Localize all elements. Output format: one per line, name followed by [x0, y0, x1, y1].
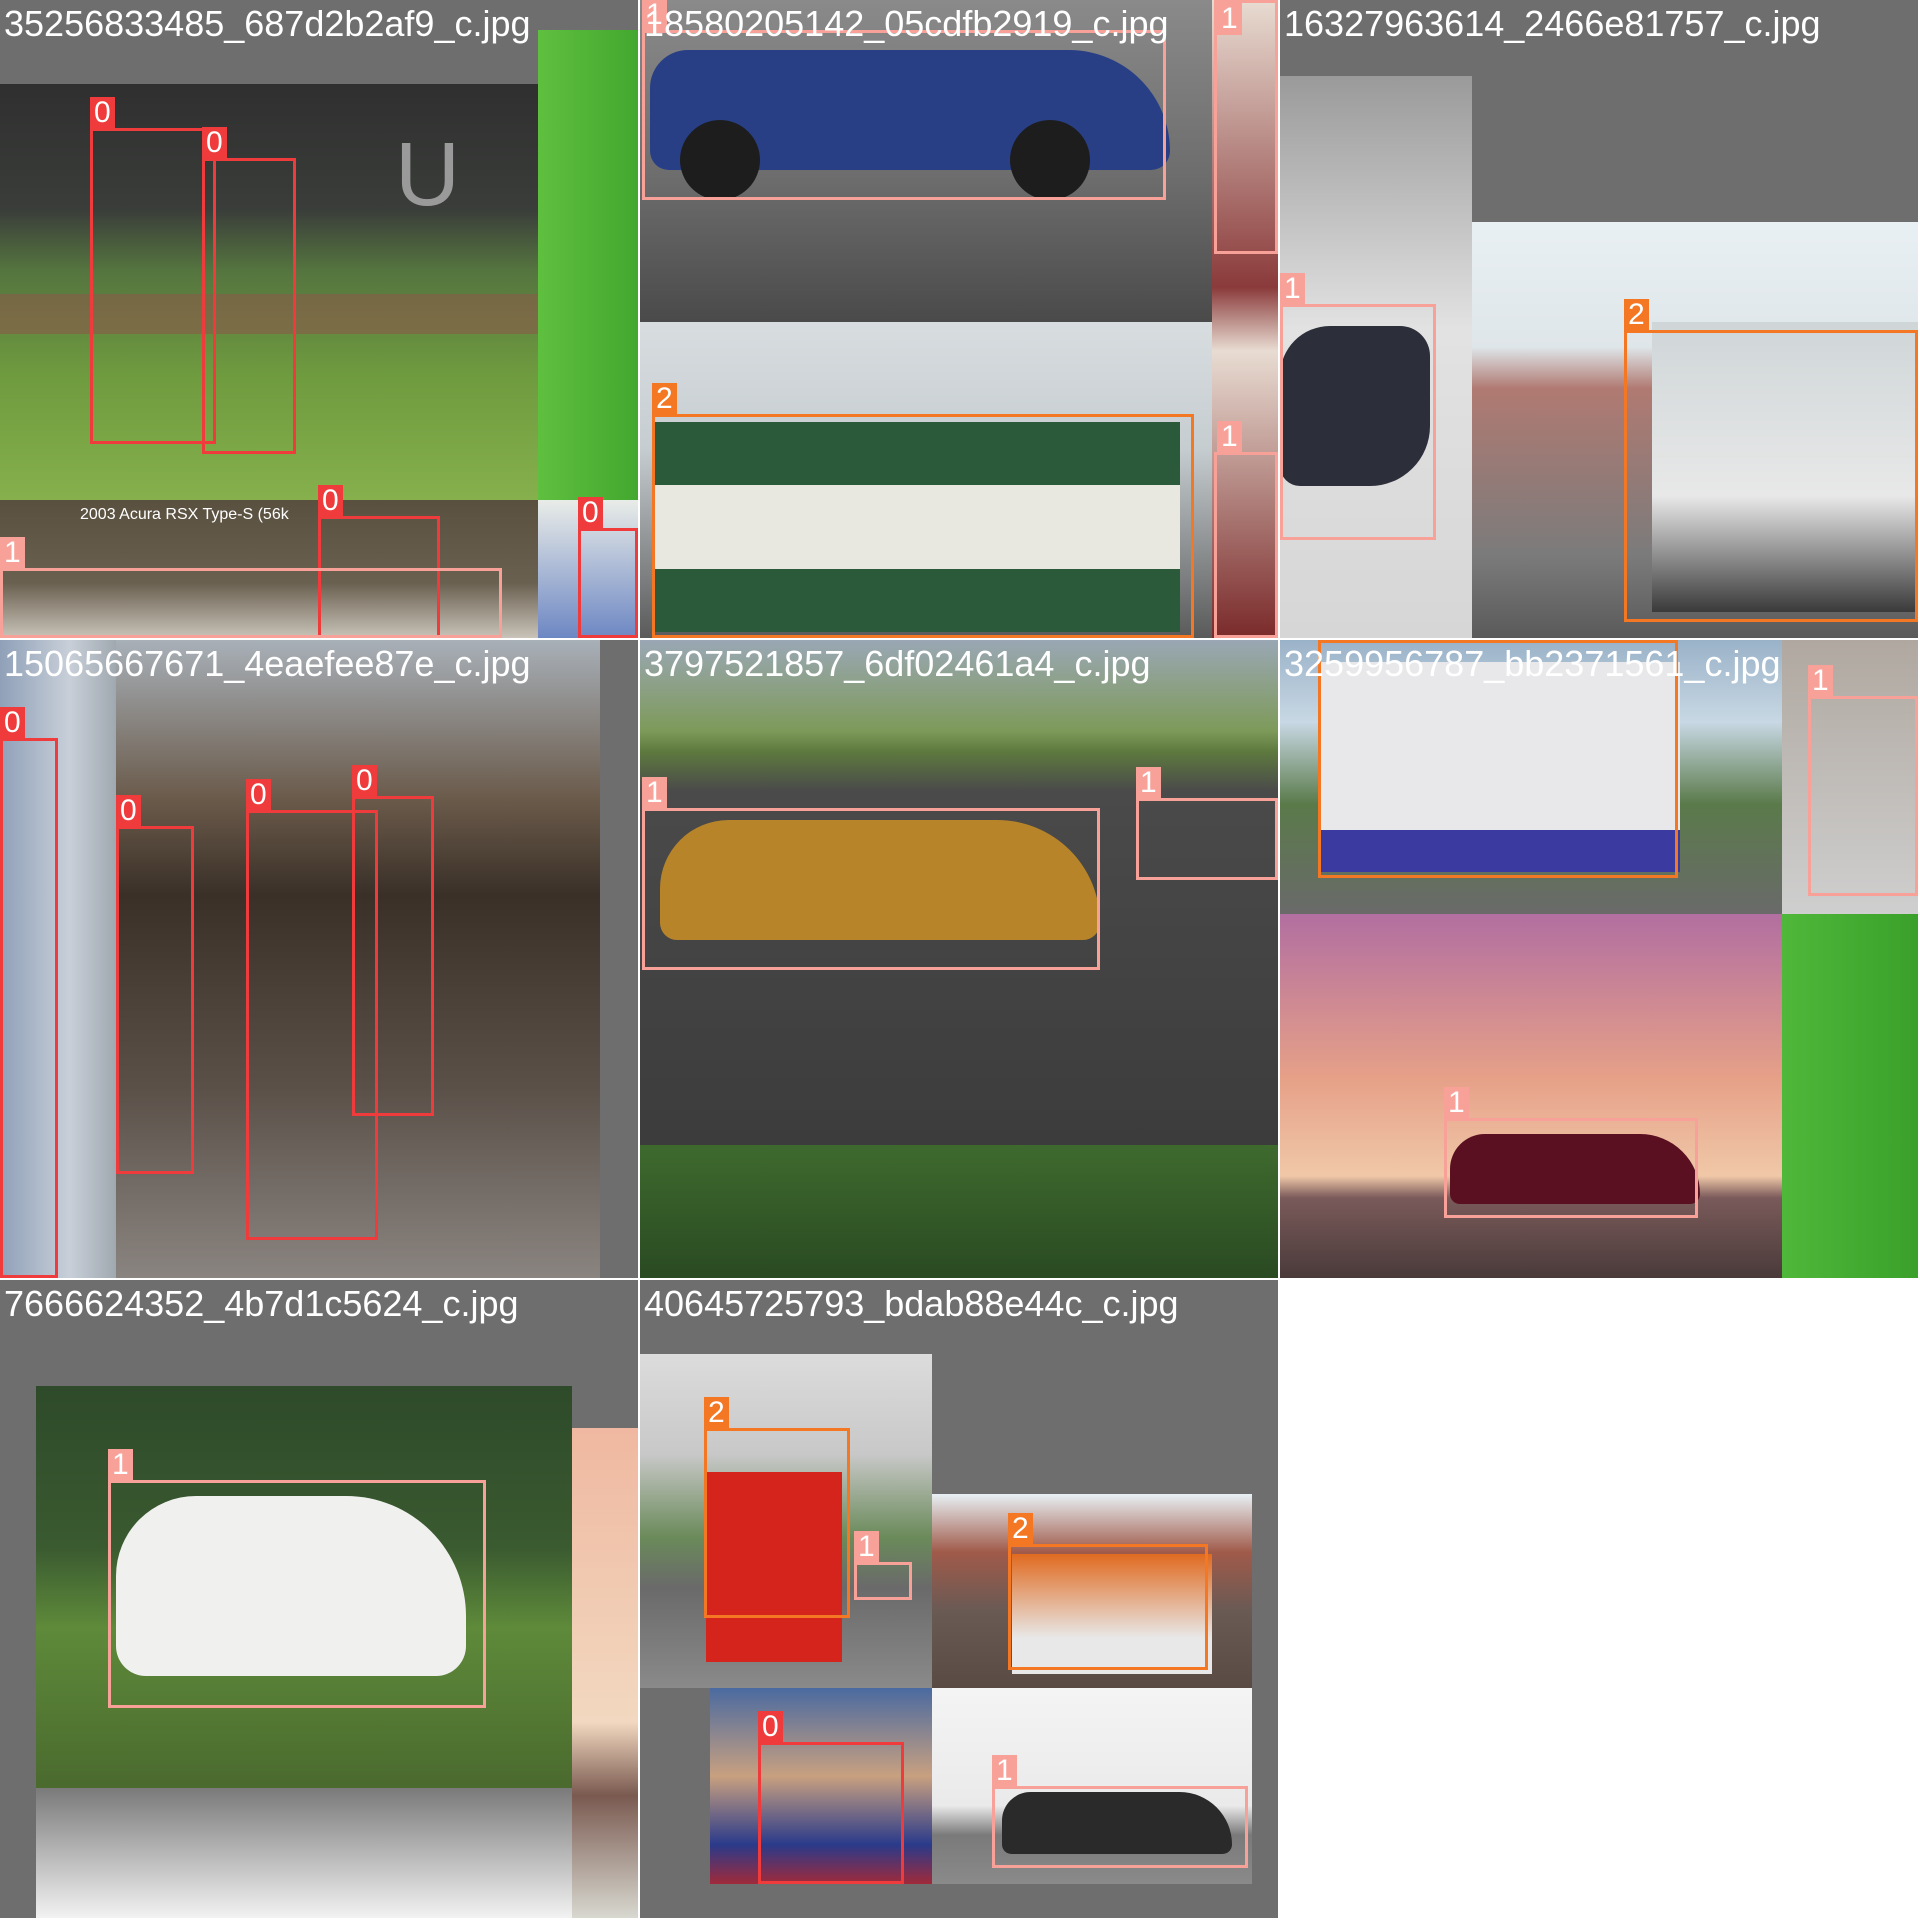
bbox-person: 0: [90, 97, 216, 444]
tile: 7666624352_4b7d1c5624_c.jpg 1: [0, 1280, 638, 1918]
grid-divider: [638, 0, 640, 1920]
bbox-label: 1: [1444, 1087, 1469, 1119]
bbox-bus: 2: [1008, 1513, 1208, 1670]
bbox-label: 1: [992, 1755, 1017, 1787]
photo-blue-lamborghini: [640, 0, 1212, 322]
tile: 3797521857_6df02461a4_c.jpg 1 1: [640, 640, 1278, 1278]
bbox-car: 1: [1280, 273, 1436, 540]
photo-concept-car: [1280, 76, 1472, 638]
bbox-car: 1: [1214, 0, 1278, 254]
bbox-label: 1: [0, 537, 25, 569]
bbox-car: 1: [642, 777, 1100, 970]
photo-gradient: [36, 1788, 572, 1918]
bbox-car: 1: [1214, 421, 1278, 638]
tile-filename: 40645725793_bdab88e44c_c.jpg: [644, 1283, 1179, 1324]
bbox-label: 1: [1217, 3, 1242, 35]
bbox-person: 0: [246, 779, 378, 1240]
bbox-car: 1: [1444, 1087, 1698, 1218]
bbox-label: 2: [704, 1397, 729, 1429]
photo-palm-sunset: [1280, 914, 1782, 1278]
empty-cell: [1280, 1280, 1920, 1920]
bbox-label: 2: [1008, 1513, 1033, 1545]
bbox-person: 0: [0, 707, 58, 1278]
bbox-person: 0: [202, 127, 296, 454]
bbox-bus: 2: [652, 383, 1194, 638]
bbox-person: 0: [578, 497, 638, 638]
tile: 40645725793_bdab88e44c_c.jpg 2 1 2 0 1: [640, 1280, 1278, 1918]
photo-transit-bus-small: [932, 1494, 1252, 1688]
grid-divider: [1278, 0, 1280, 1280]
photo-red-double-decker: [640, 1354, 932, 1688]
bbox-label: 0: [0, 707, 25, 739]
bbox-person: 0: [116, 795, 194, 1174]
photo-white-classic-car: [36, 1386, 572, 1788]
photo-messi: [710, 1688, 932, 1884]
bbox-person: 0: [352, 765, 434, 1116]
photo-soccer-training: U: [0, 84, 538, 500]
bbox-label: 2: [1624, 299, 1649, 331]
bbox-label: 0: [116, 795, 141, 827]
bbox-car: 1: [642, 0, 1166, 200]
tile: 18580205142_05cdfb2919_c.jpg 1 1 2 1: [640, 0, 1278, 638]
photo-transit-bus: [1472, 222, 1918, 638]
tile-filename: 15065667671_4eaefee87e_c.jpg: [4, 643, 531, 684]
bbox-car: 1: [992, 1755, 1248, 1868]
bbox-label: 0: [758, 1711, 783, 1743]
photo-palm-strip: [572, 1428, 638, 1918]
bbox-label: 1: [1217, 421, 1242, 453]
bbox-label: 1: [1280, 273, 1305, 305]
bbox-person: 0: [758, 1711, 904, 1884]
photo-caption: 2003 Acura RSX Type-S (56k: [80, 506, 289, 523]
bbox-car: 1: [1136, 767, 1278, 880]
bbox-label: 1: [1808, 665, 1833, 697]
photo-market-street: [116, 640, 600, 1278]
tile: 16327963614_2466e81757_c.jpg 1 2: [1280, 0, 1918, 638]
bbox-label: 1: [642, 777, 667, 809]
photo-forest: [640, 1145, 1278, 1278]
photo-green-field: [1782, 914, 1918, 1278]
tile-filename: 3259956787_bb2371561_c.jpg: [1284, 643, 1781, 684]
bbox-car: 1: [1808, 665, 1918, 896]
grid-divider: [0, 638, 1920, 640]
tile-filename: 16327963614_2466e81757_c.jpg: [1284, 3, 1821, 44]
bbox-bus: 2: [1624, 299, 1918, 622]
bbox-label: 2: [652, 383, 677, 415]
bbox-label: 0: [90, 97, 115, 129]
photo-double-decker: [1280, 640, 1782, 914]
bbox-label: 1: [854, 1531, 879, 1563]
tile: 3259956787_bb2371561_c.jpg 2 1 1: [1280, 640, 1918, 1278]
grid-divider: [0, 1278, 1280, 1280]
photo-green-bus: [640, 322, 1212, 638]
bbox-label: 0: [578, 497, 603, 529]
tile: U 2003 Acura RSX Type-S (56k 35256833485…: [0, 0, 638, 638]
tile-filename: 3797521857_6df02461a4_c.jpg: [644, 643, 1151, 684]
tile: 15065667671_4eaefee87e_c.jpg 0 0 0 0: [0, 640, 638, 1278]
tile-filename: 35256833485_687d2b2af9_c.jpg: [4, 3, 531, 44]
bbox-label: 1: [1136, 767, 1161, 799]
bbox-label: 0: [246, 779, 271, 811]
tile-filename: 18580205142_05cdfb2919_c.jpg: [644, 3, 1169, 44]
photo-green-field: [538, 30, 638, 500]
bbox-car: 1: [0, 537, 502, 638]
bbox-label: 0: [318, 485, 343, 517]
bbox-car: 1: [854, 1531, 912, 1600]
bbox-label: 0: [352, 765, 377, 797]
tile-filename: 7666624352_4b7d1c5624_c.jpg: [4, 1283, 519, 1324]
photo-lamborghini-lot: [640, 640, 1278, 1145]
photo-classic-car-strip: [1212, 0, 1278, 638]
bbox-bus: 2: [1318, 640, 1678, 878]
photo-blurred-person: [0, 640, 116, 1278]
bbox-bus: 2: [704, 1397, 850, 1618]
bbox-car: 1: [108, 1449, 486, 1708]
photo-silver-lamborghini: [1782, 640, 1918, 914]
bbox-label: 2: [1318, 640, 1343, 641]
bbox-label: 1: [642, 0, 667, 31]
bbox-label: 1: [108, 1449, 133, 1481]
bbox-label: 0: [202, 127, 227, 159]
